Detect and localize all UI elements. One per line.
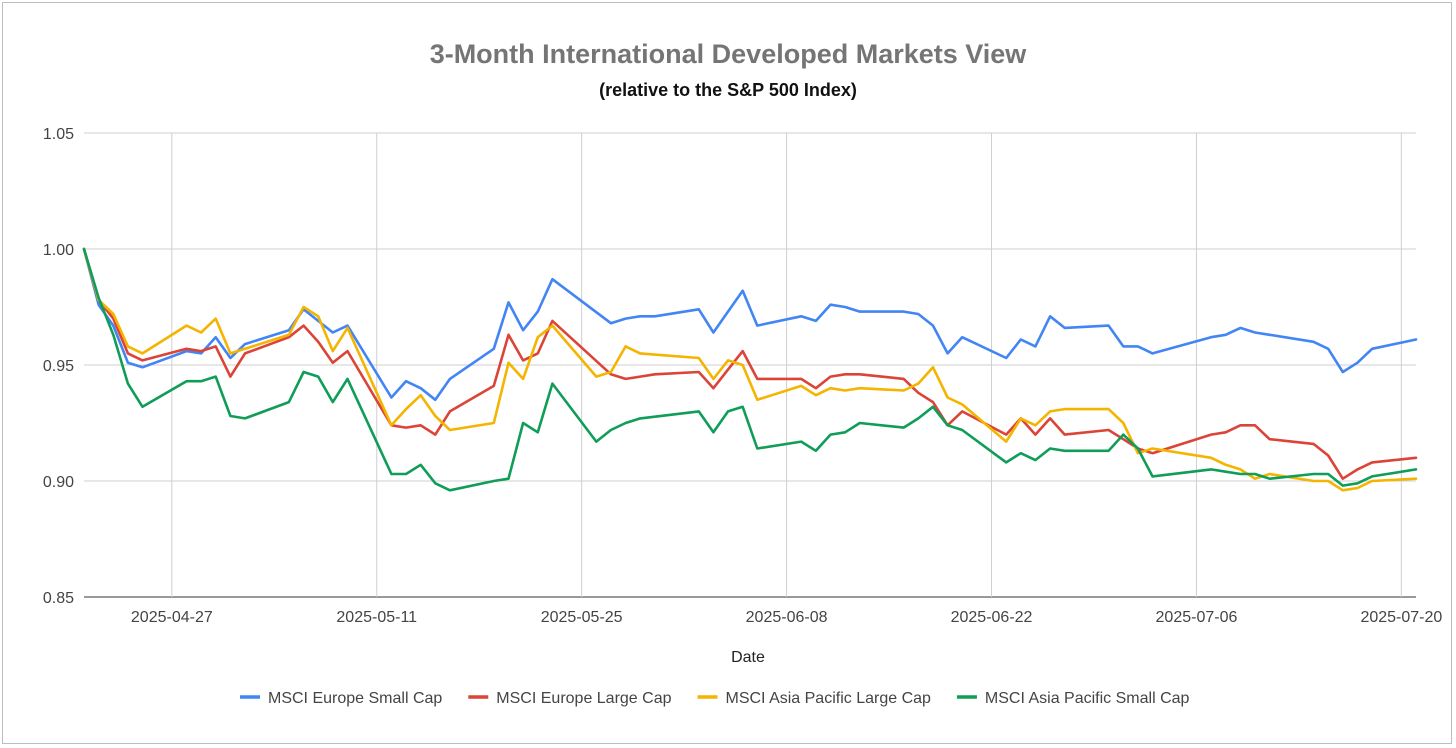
x-tick-label: 2025-05-25 (541, 609, 623, 626)
y-tick-label: 1.00 (43, 242, 74, 259)
x-tick-label: 2025-07-20 (1360, 609, 1442, 626)
legend-label-2: MSCI Europe Large Cap (496, 690, 671, 707)
y-tick-label: 1.05 (43, 126, 74, 143)
y-axis-ticks: 0.85 0.90 0.95 1.00 1.05 (43, 126, 74, 607)
series-line-2 (82, 247, 1418, 481)
x-tick-label: 2025-06-08 (746, 609, 828, 626)
x-axis-ticks: 2025-04-27 2025-05-11 2025-05-25 2025-06-08… (131, 609, 1442, 626)
x-tick-label: 2025-06-22 (951, 609, 1033, 626)
legend: MSCI Europe Small Cap MSCI Europe Large C… (240, 690, 1190, 707)
x-axis-label: Date (731, 649, 765, 666)
legend-label-3: MSCI Asia Pacific Large Cap (726, 690, 932, 707)
series-line-3 (82, 247, 1418, 492)
chart-title: 3-Month International Developed Markets … (430, 39, 1028, 69)
y-tick-label: 0.85 (43, 590, 74, 607)
x-tick-label: 2025-07-06 (1156, 609, 1238, 626)
series-line-1 (82, 247, 1418, 402)
y-tick-label: 0.90 (43, 474, 74, 491)
x-tick-label: 2025-05-11 (336, 609, 417, 626)
legend-label-1: MSCI Europe Small Cap (268, 690, 442, 707)
y-tick-label: 0.95 (43, 358, 74, 375)
chart-subtitle: (relative to the S&P 500 Index) (599, 80, 857, 100)
grid (84, 132, 1416, 598)
series-line-4 (82, 247, 1418, 492)
series-lines (82, 247, 1418, 492)
x-tick-label: 2025-04-27 (131, 609, 213, 626)
legend-label-4: MSCI Asia Pacific Small Cap (985, 690, 1190, 707)
